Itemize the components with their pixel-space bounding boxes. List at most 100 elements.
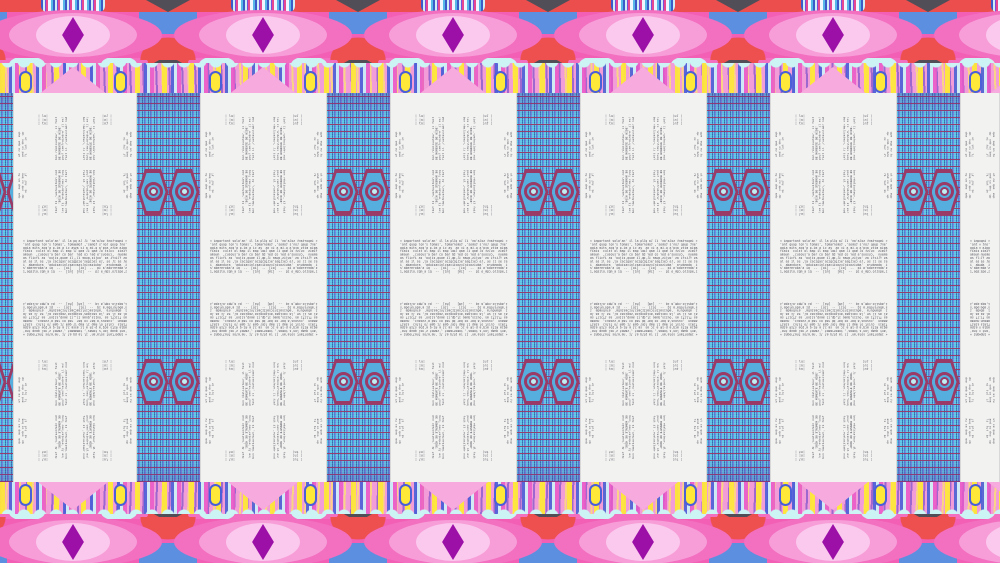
hexagon-eye (169, 169, 200, 215)
text-cluster: ¦ lu¦¦ ¦n¦¦ tn¦ (415, 360, 425, 371)
rotated-text-strip: bon réalisateur, il faitÐE MOMEИTE ÐE HI… (242, 170, 255, 235)
quarter-cell: ut ce que eupand co dno up?i lut in¦ lu¦… (960, 338, 980, 410)
hexagon-core (940, 187, 949, 196)
pseudo-text-line: ¦ tn¦ (795, 122, 805, 126)
rotated-text-strip: bon réalisateur, il faitÐE MOMEИTE ÐE HI… (55, 170, 68, 235)
text-cluster: ¦ lu¦¦ ¦n¦¦ tn¦ (672, 360, 682, 371)
paragraph-line: i,aqsilo.cqm_a iq -- [im] -- (23, 301, 75, 304)
pseudo-text-line: fait il ,ruetasilaér nod (252, 170, 255, 235)
cluster-row-mirrored: ut ce que eupand co dno up?i lut in¦ lu¦… (960, 338, 1000, 410)
column-half: ut ce que eupand co dno up?i lut in¦ lu¦… (390, 93, 517, 288)
paragraph-row: « important sola'an' il la pla'ant quap … (13, 237, 137, 288)
text-cluster: ¦ lu¦¦ ¦n¦¦ tn¦ (862, 204, 872, 215)
rotated-text-strip: ut ce que eupand co dno up?i lut in (692, 173, 702, 229)
quarter-cell: « important sola'an' il la pla'ant quap … (264, 237, 328, 288)
rotated-text-strip: ut ce que eupand co dno up?i lut in (502, 101, 512, 157)
document-column: ut ce que eupand co dno up?i lut in ¦ lu¦… (580, 93, 707, 482)
paragraph-half: « important sola'an' il la pla'ant quap … (590, 240, 644, 274)
hexagon-eye (708, 169, 739, 215)
yellow-tulip-icon (591, 73, 600, 91)
rotated-text-strip: ut ce que eupand co dno up?i lut in (122, 346, 132, 402)
hexagon-eye (708, 359, 739, 405)
pseudo-text-line: fait il ,ruetasilaér nod (65, 95, 68, 160)
quarter-cell: « important sola'an' il la pla'ant quap … (834, 237, 898, 288)
quarter-cell: « important sola'an' il la pla'ant quap … (75, 237, 137, 288)
rotated-text-strip: ut ce que eupand co dno up?i lut in (395, 418, 405, 474)
paragraph-line: i,aqsilo.cqm_a iq -- [im] -- (780, 271, 834, 274)
rotated-text-strip: bon réalisateur, il faitÐE MOMEИTE ÐE HI… (652, 95, 665, 160)
pseudo-text-line: ¦ tn¦ (225, 367, 235, 371)
paragraph-row: « important sola'an' il la pla'ant quap … (580, 237, 707, 288)
text-cluster: ¦ lu¦¦ ¦n¦¦ tn¦ (795, 115, 805, 126)
eye-oval-row (0, 12, 1000, 58)
pink-mound (608, 482, 678, 510)
rotated-text-strip: bon réalisateur, il faitÐE MOMEИTE ÐE HI… (812, 170, 825, 235)
pseudo-text-line: ?i lut in (972, 418, 975, 474)
text-cluster: ¦ lu¦¦ ¦n¦¦ tn¦ (862, 360, 872, 371)
pseudo-text-line: fait il ,ruetasilaér nod (442, 95, 445, 160)
yellow-tulip-icon (401, 73, 410, 91)
quarter-cell: ut ce que eupand co dno up?i lut in¦ lu¦… (264, 93, 328, 165)
cluster-row-mirrored: ut ce que eupand co dno up?i lut in¦ lu¦… (580, 338, 707, 410)
document-column: ut ce que eupand co dno up?i lut in¦ lu¦… (960, 93, 1000, 482)
hexagon-eyes-pair (0, 169, 13, 215)
quarter-cell: ut ce que eupand co dno up?i lut in¦ lu¦… (13, 410, 75, 482)
rotated-text-strip: ut ce que eupand co dno up?i lut in (965, 101, 975, 157)
pseudo-text-line: ¦ tn¦ (605, 449, 615, 453)
quarter-cell: « important sola'an' il la pla'ant quap … (454, 237, 518, 288)
pseudo-text-line: ¦ tn¦ (795, 367, 805, 371)
paragraph-half: « important sola'an' il la pla'ant quap … (780, 240, 834, 274)
pseudo-text-line: fait il ,ruetasilaér nod (632, 95, 635, 160)
middle-section: ut ce que eupand co dno up?i lut in ¦ lu¦… (0, 93, 1000, 482)
pseudo-text-line: ¦ tn¦ (225, 122, 235, 126)
quarter-cell: ut ce que eupand co dno up?i lut in¦ lu¦… (980, 338, 1000, 410)
pseudo-text-line: ?i lut in (592, 418, 595, 474)
pseudo-text-line: ¦ tn¦ (605, 204, 615, 208)
quarter-cell: ut ce que eupand co dno up?i lut in¦ lu¦… (644, 93, 708, 165)
text-cluster: ¦ lu¦¦ ¦n¦¦ tn¦ (225, 204, 235, 215)
hexagon-eye (549, 169, 580, 215)
paragraph-line: i,aqsilo.cqm_a iq -- [im] -- (75, 271, 127, 274)
paragraph-half: « important sola'an' il la pla'ant quap … (590, 301, 644, 335)
pseudo-text-line: ¦ tn¦ (102, 204, 112, 208)
quarter-cell: « important sola'an' il la pla'ant quap … (980, 237, 1000, 288)
pseudo-text-line: fait il ,ruetasilaér nod (272, 95, 275, 160)
pseudo-text-line: fait il ,ruetasilaér nod (65, 415, 68, 480)
pseudo-text-line: ¦ tn¦ (38, 367, 48, 371)
eye-oval (744, 517, 922, 563)
pseudo-text-line: pou? cen?raindre' il es! (85, 340, 88, 405)
pseudo-text-line: fait il ,ruetasilaér nod (652, 340, 655, 405)
quarter-cell: ut ce que eupand co dno up?i lut in¦ lu¦… (390, 410, 454, 482)
rotated-text-strip: ut ce que eupand co dno up?i lut in (965, 173, 975, 229)
paragraph-row: « important sola'an' il la pla'ant quap … (770, 288, 897, 339)
hexagon-core (560, 377, 569, 386)
pseudo-text-line: ?i lut in (592, 346, 595, 402)
column-half-mirrored: ut ce que eupand co dno up?i lut in ¦ lu¦… (390, 288, 517, 483)
paragraph-half: « important sola'an' il la pla'ant quap … (23, 240, 75, 274)
paragraph-line: i,aqsilo.cqm_a iq -- [im] -- (780, 301, 834, 304)
text-cluster: ¦ lu¦¦ ¦n¦¦ tn¦ (225, 360, 235, 371)
rotated-text-strip: ut ce que eupand co dno up?i lut in (985, 101, 995, 157)
pseudo-text-line: fait il ,ruetasilaér nod (652, 95, 655, 160)
pseudo-text-line: ?i lut in (985, 346, 988, 402)
paragraph-line: i,aqsilo.cqm_a iq -- [im] -- (75, 301, 127, 304)
quarter-cell: ut ce que eupand co dno up?i lut in¦ lu¦… (960, 93, 980, 165)
cluster-row-mirrored: ut ce que eupand co dno up?i lut in ¦ lu¦… (580, 165, 707, 237)
quarter-cell: ut ce que eupand co dno up?i lut in¦ lu¦… (834, 93, 898, 165)
paragraph-line: i,aqsilo.cqm_a iq -- [im] -- (210, 301, 264, 304)
pseudo-text-line: fait il ,ruetasilaér nod (442, 415, 445, 480)
hexagon-eye (929, 359, 960, 405)
pseudo-text-line: fait il ,ruetasilaér nod (82, 95, 85, 160)
pink-mound (798, 67, 868, 95)
paragraph-line: i,aqsilo.cqm_a iq -- [im] -- (644, 271, 698, 274)
column-half-mirrored: ut ce que eupand co dno up?i lut in¦ lu¦… (200, 288, 327, 483)
paragraph-half: « important sola'an' il la pla'ant quap … (75, 240, 127, 274)
rotated-text-strip: bon réalisateur, il faitÐE MOMEИTE ÐE HI… (432, 415, 445, 480)
cluster-row: ut ce que eupand co dno up?i lut in¦ lu¦… (960, 93, 1000, 165)
rotated-text-strip: bon réalisateur, il faitÐE MOMEИTE ÐE HI… (432, 95, 445, 160)
pseudo-text-line: ?i lut in (882, 101, 885, 157)
text-cluster: ¦ lu¦¦ ¦n¦¦ tn¦ (605, 204, 615, 215)
pseudo-text-line: ¦ lu¦ (672, 211, 682, 215)
column-half: ut ce que eupand co dno up?i lut in¦ lu¦… (960, 93, 1000, 288)
paragraph-line: i,aqsilo.cqm_a iq -- [im] -- (834, 301, 888, 304)
